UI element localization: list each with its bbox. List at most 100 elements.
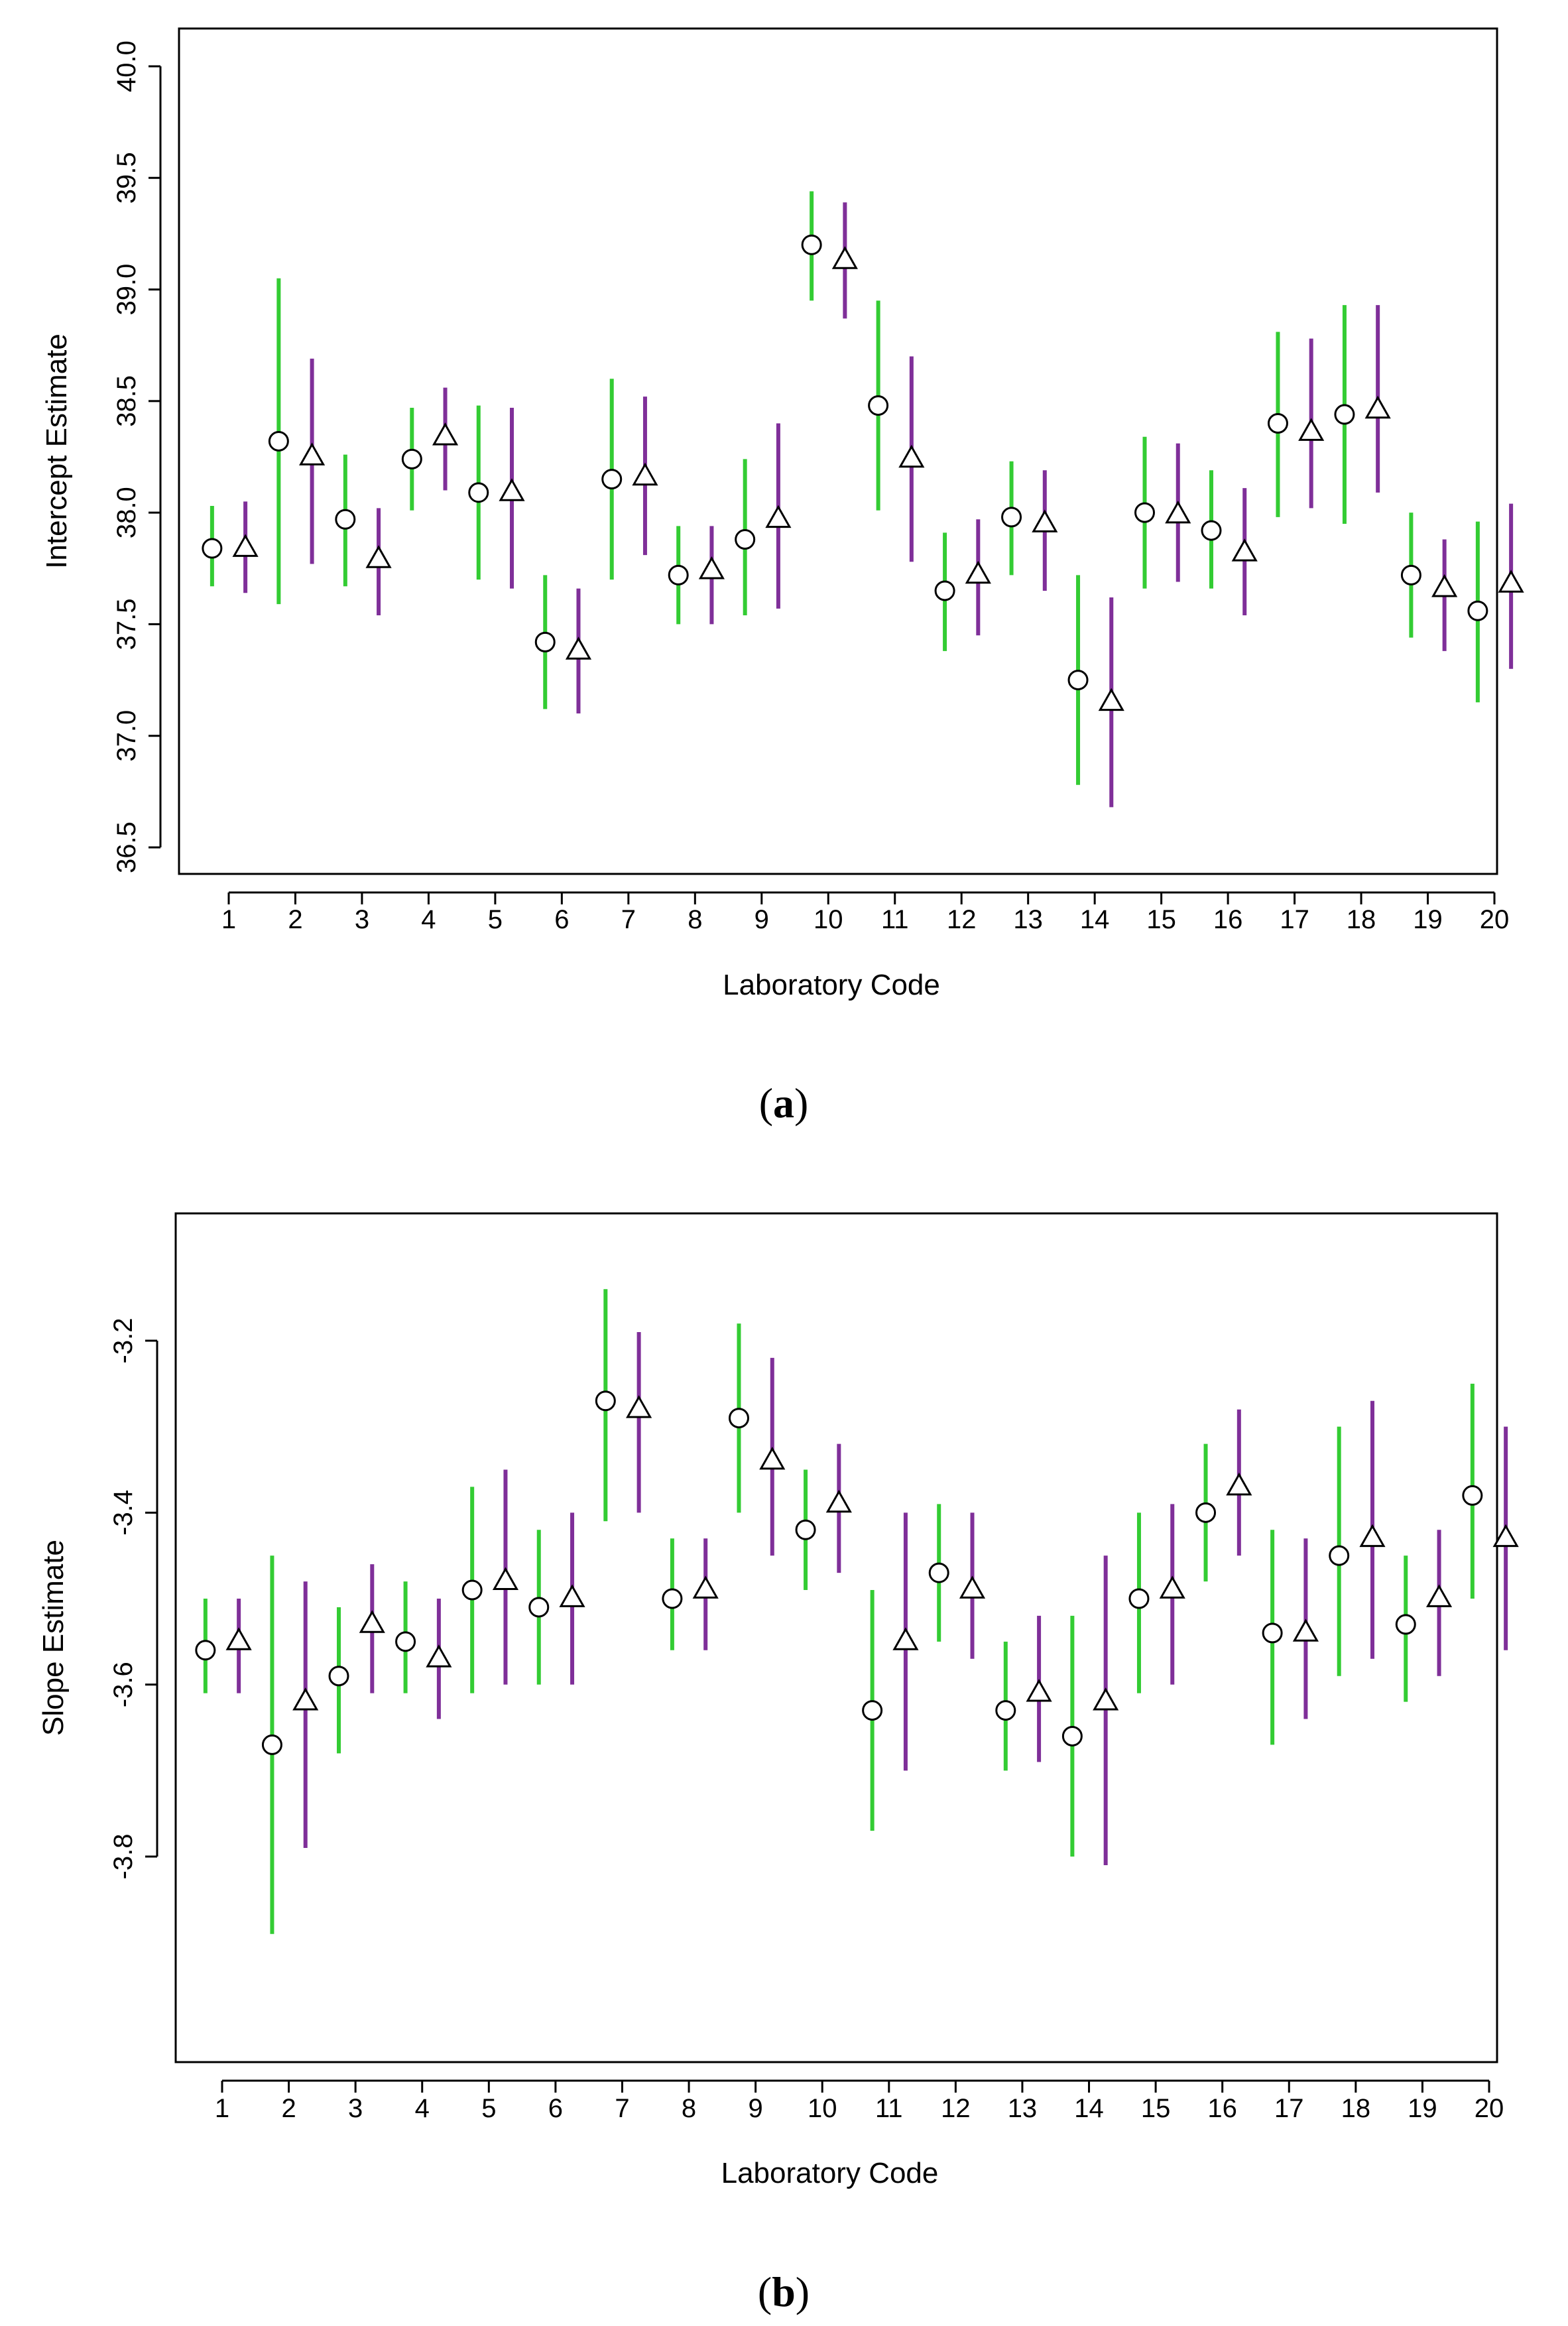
triangle-point: [299, 442, 326, 465]
circle-point: [1462, 1485, 1483, 1506]
triangle-point: [432, 422, 459, 446]
triangle-point: [825, 1489, 852, 1513]
circle-point: [261, 1734, 282, 1755]
triangle-point: [632, 462, 658, 486]
y-tick-label: -3.8: [109, 1834, 138, 1880]
x-tick-label: 16: [1207, 2094, 1237, 2123]
triangle-point: [1165, 500, 1191, 524]
circle-point: [668, 564, 689, 585]
triangle-point: [499, 478, 525, 501]
circle-point: [995, 1700, 1016, 1721]
triangle-point: [225, 1627, 252, 1650]
x-tick-label: 9: [754, 905, 769, 934]
x-tick-label: 5: [481, 2094, 496, 2123]
x-tick-label: 13: [1013, 905, 1043, 934]
triangle-point: [292, 1687, 319, 1711]
panel-caption: (b): [758, 2268, 810, 2315]
y-tick-label: -3.4: [109, 1490, 138, 1536]
caption-letter: a: [773, 1079, 794, 1127]
circle-point: [735, 529, 756, 550]
circle-point: [268, 430, 289, 452]
circle-point: [1334, 404, 1355, 425]
triangle-point: [1093, 1687, 1119, 1711]
x-tick-label: 9: [749, 2094, 763, 2123]
y-tick-label: 38.5: [112, 375, 141, 427]
circle-point: [328, 1666, 349, 1687]
x-tick-label: 1: [221, 905, 236, 934]
panel-a: 36.537.037.538.038.539.039.540.01 2 3 4 5 6 7 8…: [40, 27, 1524, 1127]
panel-caption: (a): [759, 1079, 809, 1127]
triangle-point: [559, 1584, 585, 1607]
y-tick-label: 37.0: [112, 710, 141, 762]
x-tick-label: 7: [621, 905, 636, 934]
circle-point: [1329, 1545, 1350, 1566]
circle-point: [1128, 1588, 1150, 1609]
circle-point: [468, 482, 489, 503]
triangle-point: [1364, 395, 1391, 419]
x-tick-label: 11: [875, 2094, 903, 2123]
circle-point: [1134, 502, 1156, 523]
x-tick-label: 17: [1280, 905, 1309, 934]
y-axis-title: Slope Estimate: [37, 1540, 70, 1736]
circle-point: [662, 1588, 683, 1609]
x-tick-label: 15: [1146, 905, 1176, 934]
y-tick-label: -3.2: [109, 1318, 138, 1364]
triangle-point: [232, 534, 259, 557]
x-tick-label: 12: [941, 2094, 971, 2123]
x-tick-label: 4: [421, 905, 436, 934]
circle-point: [461, 1579, 483, 1601]
triangle-point: [426, 1644, 452, 1668]
x-tick-label: 4: [415, 2094, 430, 2123]
circle-point: [928, 1562, 949, 1583]
triangle-point: [1425, 1584, 1453, 1607]
caption-letter: b: [772, 2268, 796, 2315]
x-tick-label: 19: [1408, 2094, 1437, 2123]
triangle-point: [1498, 570, 1524, 593]
x-tick-label: 14: [1080, 905, 1110, 934]
circle-point: [1262, 1622, 1283, 1644]
triangle-point: [492, 1567, 519, 1590]
triangle-point: [1226, 1472, 1252, 1496]
y-tick-label: 37.5: [112, 598, 141, 650]
x-axis-title: Laboratory Code: [723, 969, 940, 1001]
x-tick-label: 5: [488, 905, 503, 934]
x-tick-label: 10: [808, 2094, 837, 2123]
triangle-point: [965, 560, 991, 584]
triangle-point: [1431, 574, 1458, 597]
x-tick-label: 3: [355, 905, 369, 934]
circle-point: [395, 1631, 416, 1652]
panel-b: -3.8-3.6-3.4-3.21 2 3 4 5 6 7 8 9 10 11 12 13 14 15 16 1…: [37, 1212, 1519, 2315]
triangle-point: [1359, 1524, 1386, 1548]
circle-point: [1395, 1614, 1416, 1635]
circle-point: [795, 1519, 816, 1540]
triangle-point: [1159, 1575, 1185, 1599]
triangle-point: [365, 545, 392, 568]
triangle-point: [1231, 538, 1258, 562]
caption-paren-close: ): [796, 2268, 810, 2315]
x-tick-label: 6: [554, 905, 569, 934]
circle-point: [1467, 600, 1488, 621]
circle-point: [601, 469, 623, 490]
plot-frame: [174, 1212, 1498, 2063]
triangle-point: [359, 1610, 385, 1633]
y-tick-label: 39.5: [112, 152, 141, 204]
triangle-point: [1492, 1524, 1519, 1548]
x-axis-title: Laboratory Code: [721, 2157, 939, 2189]
x-tick-label: 19: [1413, 905, 1443, 934]
plot-frame: [178, 27, 1498, 875]
y-tick-label: 40.0: [112, 40, 141, 92]
triangle-point: [692, 1575, 719, 1599]
x-tick-label: 6: [548, 2094, 563, 2123]
x-tick-label: 8: [688, 905, 702, 934]
x-tick-label: 13: [1008, 2094, 1038, 2123]
y-tick-label: -3.6: [109, 1662, 138, 1707]
circle-point: [728, 1408, 749, 1429]
circle-point: [1001, 507, 1022, 528]
x-tick-label: 3: [348, 2094, 363, 2123]
triangle-point: [1298, 418, 1325, 441]
x-tick-label: 15: [1141, 2094, 1171, 2123]
x-tick-label: 12: [947, 905, 977, 934]
x-tick-label: 7: [615, 2094, 629, 2123]
triangle-point: [1292, 1619, 1319, 1642]
